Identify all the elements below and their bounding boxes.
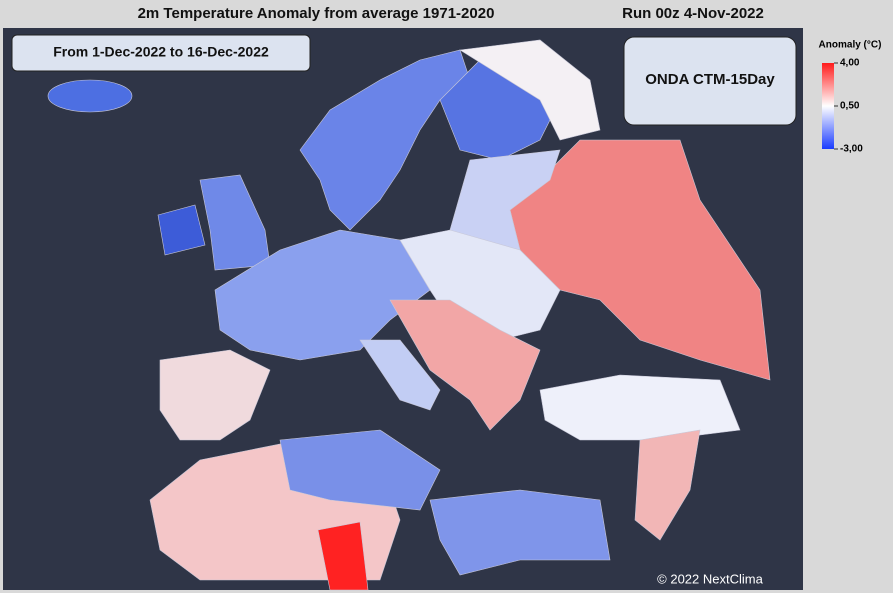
balkans	[389, 299, 541, 431]
period: From 1-Dec-2022 to 16-Dec-2022	[53, 44, 269, 60]
colorbar	[822, 63, 834, 149]
run: Run 00z 4-Nov-2022	[622, 5, 764, 22]
tunisia-coast	[279, 429, 441, 511]
hot-region	[317, 521, 369, 591]
scandinavia	[299, 49, 471, 231]
iberia	[159, 349, 271, 441]
turkey	[539, 374, 741, 441]
libya-egypt	[429, 489, 611, 576]
north-russia	[459, 39, 601, 141]
iceland	[47, 79, 133, 113]
italy	[359, 339, 441, 411]
title: 2m Temperature Anomaly from average 1971…	[138, 5, 495, 22]
model-box	[623, 36, 797, 126]
legend-tick-label: -3,00	[840, 144, 863, 155]
ireland	[157, 204, 206, 256]
model: ONDA CTM-15Day	[645, 71, 775, 88]
period-box	[11, 34, 311, 72]
map	[47, 39, 771, 591]
credit: © 2022 NextClima	[657, 571, 763, 586]
western-europe	[214, 229, 431, 361]
legend-tick-label: 4,00	[840, 58, 860, 69]
middle-east	[634, 429, 701, 541]
legend-tick-label: 0,50	[840, 101, 860, 112]
legend-title: Anomaly (°C)	[819, 40, 882, 51]
